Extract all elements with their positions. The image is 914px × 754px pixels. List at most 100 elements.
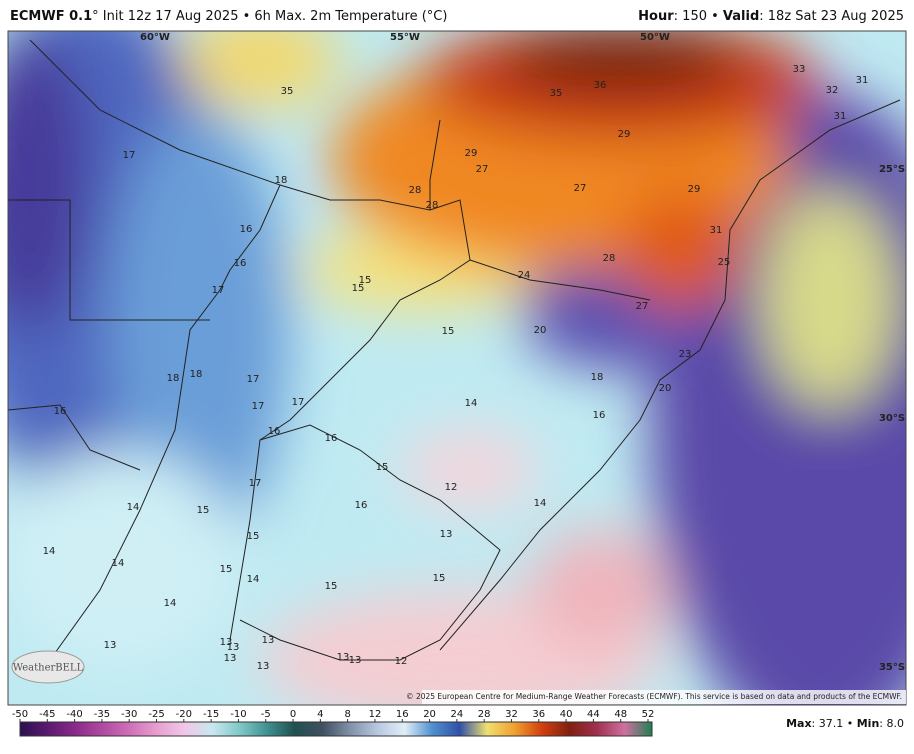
temperature-label: 17: [123, 150, 136, 161]
map-frame: [7, 30, 907, 706]
temperature-label: 13: [440, 529, 453, 540]
min-label: Min: [857, 717, 880, 730]
header-right: Hour: 150 • Valid: 18z Sat 23 Aug 2025: [638, 9, 904, 24]
temperature-label: 20: [659, 383, 672, 394]
logo-badge: [11, 650, 85, 684]
temperature-label: 27: [574, 183, 587, 194]
temperature-label: 17: [252, 401, 265, 412]
temperature-label: 15: [376, 462, 389, 473]
temperature-label: 13: [104, 640, 117, 651]
max: : 37.1 •: [812, 717, 857, 730]
temperature-labels: 35 35 36 33 32 31 31 29 29 27 17 18 28 28 27 29 16 31 16 28…: [43, 64, 869, 672]
colorbar-tick-label: 24: [451, 709, 464, 720]
temperature-label: 15: [220, 564, 233, 575]
temperature-label: 31: [834, 111, 847, 122]
temperature-label: 15: [247, 531, 260, 542]
temperature-label: 14: [465, 398, 478, 409]
temperature-label: 24: [518, 270, 531, 281]
logo: WeatherBELL: [13, 663, 84, 674]
title: ° Init 12z 17 Aug 2025 • 6h Max. 2m Temp…: [92, 9, 447, 24]
lat-label: 30°S: [879, 413, 905, 424]
temperature-label: 17: [212, 285, 225, 296]
temperature-label: 35: [281, 86, 294, 97]
colorbar-tick-label: 12: [369, 709, 382, 720]
temperature-label: 15: [197, 505, 210, 516]
colorbar-tick-label: 8: [344, 709, 350, 720]
hour: : 150 •: [674, 9, 723, 24]
colorbar-tick-label: 44: [587, 709, 600, 720]
colorbar-tick-label: 52: [642, 709, 655, 720]
borders: [8, 39, 901, 661]
temperature-label: 16: [240, 224, 253, 235]
temperature-label: 16: [54, 406, 67, 417]
temperature-label: 13: [224, 653, 237, 664]
temperature-label: 18: [275, 175, 288, 186]
valid-label: Valid: [723, 9, 759, 24]
colorbar-tick-label: -25: [148, 709, 164, 720]
temperature-label: 27: [476, 164, 489, 175]
lon-label: 50°W: [640, 32, 670, 43]
colorbar-ticks: -50 -45 -40 -35 -30 -25 -20 -15 -10 -5 0 4 8 12 16 20 24…: [12, 709, 655, 722]
colorbar-tick-label: 48: [614, 709, 627, 720]
temperature-label: 13: [349, 655, 362, 666]
temperature-label: 15: [325, 581, 338, 592]
temperature-label: 14: [534, 498, 547, 509]
temperature-label: 36: [594, 80, 607, 91]
temperature-label: 15: [352, 283, 365, 294]
temperature-label: 16: [593, 410, 606, 421]
colorbar-tick-label: -35: [94, 709, 110, 720]
temperature-label: 28: [426, 200, 439, 211]
temperature-label: 29: [465, 148, 478, 159]
colorbar-tick-label: 16: [396, 709, 409, 720]
header-left: ECMWF 0.1° Init 12z 17 Aug 2025 • 6h Max…: [10, 9, 447, 24]
valid: : 18z Sat 23 Aug 2025: [759, 9, 904, 24]
temperature-label: 16: [355, 500, 368, 511]
temperature-label: 15: [442, 326, 455, 337]
temperature-label: 29: [618, 129, 631, 140]
colorbar-tick-label: 32: [505, 709, 518, 720]
lat-label: 25°S: [879, 164, 905, 175]
temperature-label: 14: [127, 502, 140, 513]
colorbar-tick-label: -40: [66, 709, 82, 720]
temperature-label: 16: [325, 433, 338, 444]
temperature-label: 13: [337, 652, 350, 663]
temperature-label: 16: [234, 258, 247, 269]
temperature-label: 17: [247, 374, 260, 385]
temperature-label: 25: [718, 257, 731, 268]
temperature-label: 31: [856, 75, 869, 86]
temperature-label: 31: [710, 225, 723, 236]
temperature-label: 13: [227, 642, 240, 653]
lat-label: 35°S: [879, 662, 905, 673]
model: ECMWF 0.1: [10, 9, 92, 24]
temperature-label: 17: [292, 397, 305, 408]
temperature-label: 14: [164, 598, 177, 609]
temperature-label: 14: [112, 558, 125, 569]
temperature-label: 14: [247, 574, 260, 585]
colorbar-tick-label: 28: [478, 709, 491, 720]
temperature-label: 12: [395, 656, 408, 667]
copyright: © 2025 European Centre for Medium-Range …: [406, 692, 902, 701]
hour-label: Hour: [638, 9, 674, 24]
temperature-label: 20: [534, 325, 547, 336]
temperature-label: 23: [679, 349, 692, 360]
lon-label: 55°W: [390, 32, 420, 43]
temperature-label: 32: [826, 85, 839, 96]
colorbar-tick-label: 4: [317, 709, 323, 720]
copyright-bg: [422, 690, 906, 704]
temperature-label: 17: [249, 478, 262, 489]
temperature-label: 28: [409, 185, 422, 196]
colorbar-tick-label: -45: [39, 709, 55, 720]
colorbar-tick-label: -30: [121, 709, 137, 720]
temperature-label: 35: [550, 88, 563, 99]
max-label: Max: [786, 717, 811, 730]
colorbar-tick-label: -15: [203, 709, 219, 720]
temperature-label: 18: [190, 369, 203, 380]
footer-stats: Max: 37.1 • Min: 8.0: [786, 717, 904, 730]
min: : 8.0: [879, 717, 904, 730]
colorbar-tick-label: 36: [532, 709, 545, 720]
colorbar-tick-label: -10: [230, 709, 246, 720]
temperature-label: 27: [636, 301, 649, 312]
